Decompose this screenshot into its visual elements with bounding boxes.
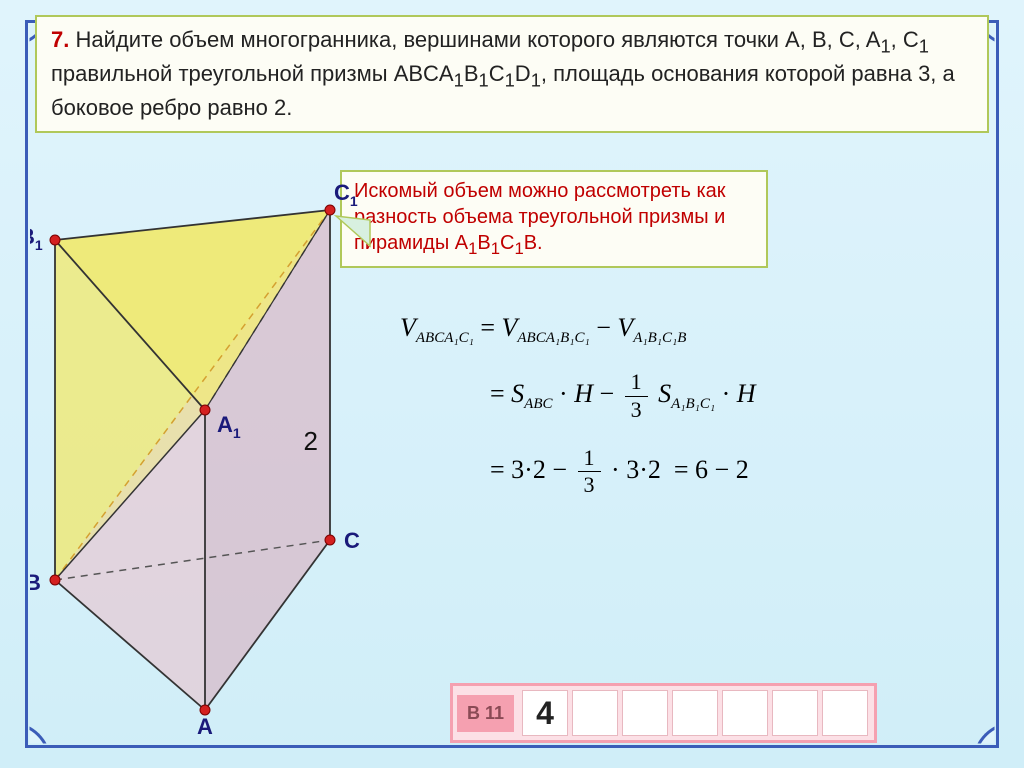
- svg-text:2: 2: [304, 426, 318, 456]
- svg-text:B1: B1: [30, 224, 43, 253]
- math-line-2: = SABC · H − 13 SA₁B₁C₁ · H: [400, 369, 980, 423]
- problem-text: Найдите объем многогранника, вершинами к…: [51, 27, 955, 120]
- answer-cell[interactable]: 4: [522, 690, 568, 736]
- hint-text: Искомый объем можно рассмотреть как разн…: [354, 180, 726, 254]
- answer-cell[interactable]: [572, 690, 618, 736]
- problem-statement: 7. Найдите объем многогранника, вершинам…: [35, 15, 989, 133]
- hint-callout: Искомый объем можно рассмотреть как разн…: [340, 170, 768, 268]
- svg-text:C: C: [344, 528, 360, 553]
- frame-corner: [973, 722, 1016, 765]
- problem-number: 7.: [51, 27, 69, 52]
- answer-tag: В 11: [457, 695, 514, 732]
- svg-text:B: B: [30, 570, 41, 595]
- solution-math: VABCA₁C₁ = VABCA₁B₁C₁ − VA₁B₁C₁B = SABC …: [400, 290, 980, 521]
- math-line-1: VABCA₁C₁ = VABCA₁B₁C₁ − VA₁B₁C₁B: [400, 312, 980, 347]
- answer-cell[interactable]: [722, 690, 768, 736]
- answer-cell[interactable]: [772, 690, 818, 736]
- svg-text:A: A: [197, 714, 213, 739]
- svg-text:C1: C1: [334, 180, 358, 209]
- answer-cell[interactable]: [622, 690, 668, 736]
- answer-row: В 11 4: [450, 683, 877, 743]
- prism-diagram: ABCA1B1C12: [30, 180, 390, 740]
- answer-cell[interactable]: [822, 690, 868, 736]
- math-line-3: = 3·2 − 13 · 3·2 = 6 − 2: [400, 445, 980, 499]
- answer-cell[interactable]: [672, 690, 718, 736]
